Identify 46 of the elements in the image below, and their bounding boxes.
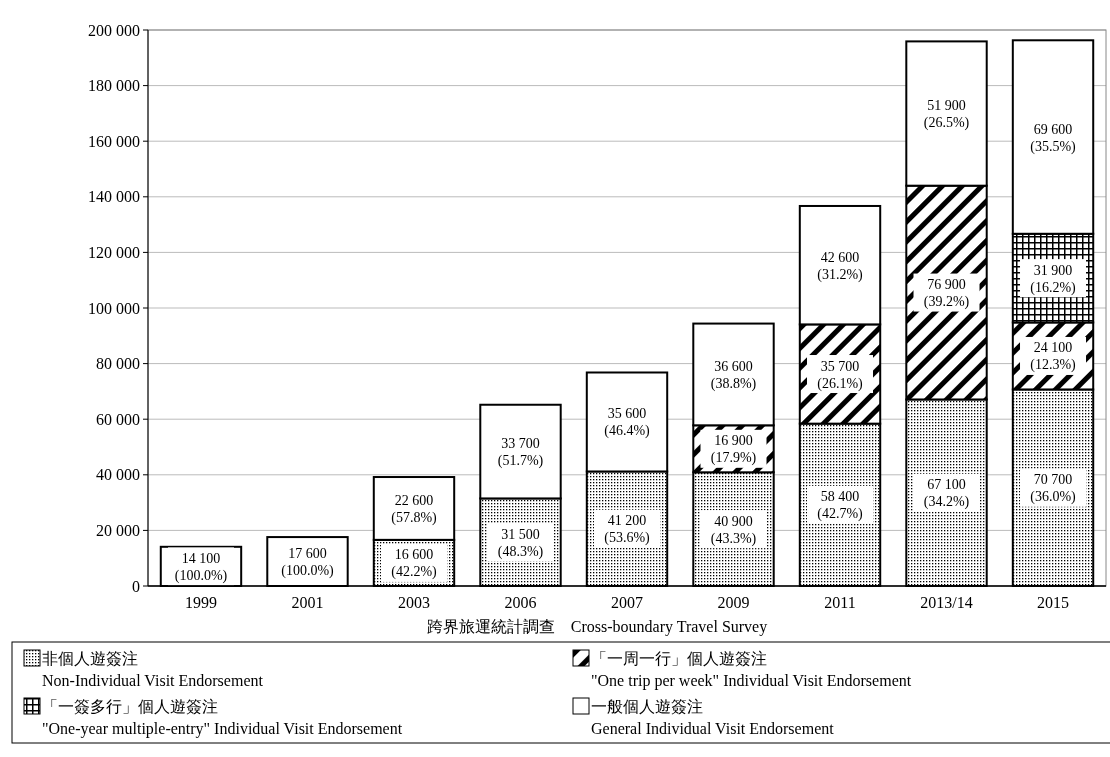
y-tick-label: 20 000	[96, 521, 140, 539]
data-label: 58 400 (42.7%)	[817, 488, 864, 522]
x-tick-label: 2006	[504, 594, 537, 611]
data-label: 14 100 (100.0%)	[174, 550, 228, 584]
data-label: 22 600 (57.8%)	[391, 492, 438, 526]
data-label: 36 600 (38.8%)	[710, 358, 757, 392]
data-label: 16 600 (42.2%)	[391, 546, 438, 580]
x-tick-label: 1999	[184, 594, 217, 611]
y-tick-label: 140 000	[88, 188, 140, 206]
x-axis-title: 跨界旅運統計調查 Cross-boundary Travel Survey	[426, 618, 768, 636]
y-tick-label: 160 000	[88, 132, 140, 150]
legend-label: 一般個人遊簽注 General Individual Visit Endorsement	[591, 698, 835, 737]
data-label: 67 100 (34.2%)	[923, 476, 970, 510]
y-tick-label: 120 000	[88, 243, 140, 261]
data-label: 16 900 (17.9%)	[710, 432, 757, 466]
data-label: 42 600 (31.2%)	[817, 249, 864, 283]
x-tick-label: 2015	[1037, 594, 1070, 611]
x-tick-label: 2003	[397, 594, 430, 611]
data-label: 41 200 (53.6%)	[604, 512, 651, 546]
x-tick-label: 2007	[611, 594, 643, 611]
y-tick-label: 180 000	[88, 77, 140, 95]
y-tick-label: 80 000	[96, 355, 140, 373]
y-tick-label: 0	[132, 577, 140, 595]
y-tick-label: 60 000	[96, 410, 140, 428]
data-label: 69 600 (35.5%)	[1030, 121, 1077, 155]
y-tick-label: 100 000	[88, 299, 140, 317]
x-tick-label: 2001	[291, 594, 324, 611]
y-tick-label: 200 000	[88, 21, 140, 39]
data-label: 33 700 (51.7%)	[497, 435, 544, 469]
data-label: 17 600 (100.0%)	[281, 545, 335, 579]
legend-label: 「一簽多行」個人遊簽注 "One-year multiple-entry" Individual Visit Endorsement	[42, 698, 403, 738]
data-label: 31 500 (48.3%)	[497, 526, 544, 560]
x-tick-label: 2009	[717, 594, 750, 611]
legend-label: 「一周一行」個人遊簽注 "One trip per week" Individual Visit Endorsement	[591, 650, 912, 690]
data-label: 40 900 (43.3%)	[710, 513, 757, 547]
y-tick-label: 40 000	[96, 466, 140, 484]
data-label: 35 700 (26.1%)	[817, 358, 864, 392]
data-label: 70 700 (36.0%)	[1030, 471, 1077, 505]
legend-label: 非個人遊簽注 Non-Individual Visit Endorsement	[42, 650, 264, 689]
x-tick-label: 2011	[824, 594, 856, 611]
data-label: 35 600 (46.4%)	[604, 405, 651, 439]
data-label: 24 100 (12.3%)	[1030, 339, 1077, 373]
data-label: 51 900 (26.5%)	[923, 97, 970, 131]
x-tick-label: 2013/14	[920, 594, 973, 611]
data-label: 31 900 (16.2%)	[1030, 262, 1077, 296]
data-label: 76 900 (39.2%)	[923, 276, 970, 310]
